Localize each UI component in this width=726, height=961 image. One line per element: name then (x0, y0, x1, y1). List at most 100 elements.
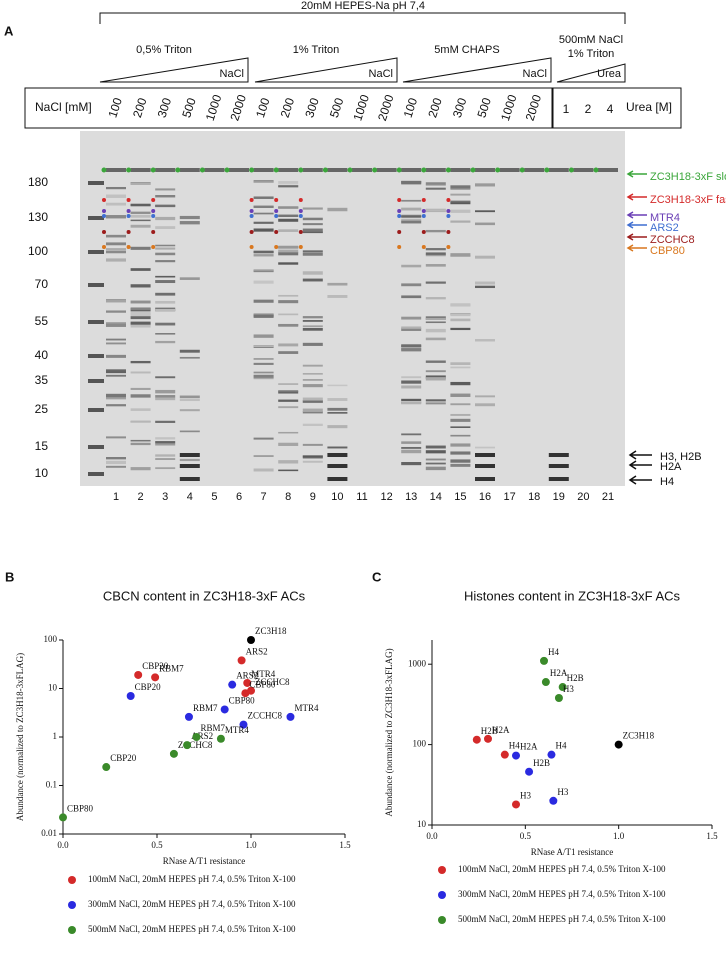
data-point (558, 683, 567, 692)
band (155, 247, 176, 250)
band-dot (249, 230, 254, 234)
point-label: CBP20 (142, 661, 169, 671)
gradient-label: Urea (597, 68, 622, 80)
band (253, 468, 274, 472)
band (106, 168, 126, 172)
band (425, 399, 446, 402)
legend-label: 500mM NaCl, 20mM HEPES pH 7.4, 0.5% Trit… (88, 924, 296, 934)
band (106, 354, 126, 358)
band (450, 443, 471, 447)
marker-size: 25 (35, 402, 49, 416)
lane-number: 20 (577, 491, 589, 503)
lane-number: 12 (380, 491, 392, 503)
band (401, 295, 422, 299)
band (179, 458, 200, 462)
band (548, 453, 569, 457)
marker-size: 10 (35, 466, 49, 480)
band-dot (396, 167, 402, 173)
marker-band (88, 472, 104, 476)
data-point (151, 673, 160, 682)
data-point (192, 733, 201, 741)
band (106, 203, 126, 206)
band-dot (298, 167, 304, 173)
band (130, 360, 151, 364)
point-label: ARS2 (236, 671, 258, 681)
point-label: CBP20 (110, 753, 137, 763)
data-point (541, 678, 550, 687)
band (327, 446, 348, 449)
bracket (99, 12, 626, 24)
band (302, 408, 323, 412)
data-point (126, 692, 135, 701)
band (573, 168, 594, 172)
band-dot (446, 245, 451, 249)
band (475, 395, 495, 398)
band (302, 397, 323, 401)
band (278, 442, 299, 446)
nacl-value: 500 (179, 96, 199, 120)
band (155, 252, 176, 256)
band (401, 180, 422, 185)
band (278, 214, 299, 217)
marker-band (88, 250, 104, 254)
band (130, 312, 151, 317)
band (425, 168, 446, 172)
band (155, 188, 176, 191)
band (130, 211, 151, 214)
band-dot (126, 198, 131, 202)
band (106, 242, 126, 246)
band-dot (421, 167, 427, 173)
band (253, 437, 274, 440)
legend-marker (438, 916, 446, 924)
band-dot (421, 198, 426, 202)
band (302, 223, 323, 226)
band (450, 403, 471, 406)
band (401, 316, 422, 320)
band (401, 199, 422, 202)
band (106, 436, 126, 439)
band (130, 408, 151, 411)
band (376, 168, 397, 172)
data-point (241, 689, 250, 698)
band (450, 426, 471, 428)
band (302, 228, 323, 232)
band (106, 194, 126, 198)
point-label: RBM7 (159, 663, 184, 673)
band (130, 316, 151, 320)
band (327, 425, 348, 429)
point-label: ZCCHC8 (178, 740, 213, 750)
data-point (169, 749, 178, 758)
y-axis-label: Abundance (normalized to ZC3H18-3xFLAG) (15, 653, 25, 821)
data-point (184, 712, 193, 721)
band (253, 212, 274, 215)
band (130, 324, 151, 328)
band-arrow (626, 233, 647, 241)
band (155, 420, 176, 423)
band (401, 327, 422, 331)
nacl-value: 300 (450, 96, 470, 120)
band (302, 252, 323, 256)
band (450, 362, 471, 365)
band (425, 402, 446, 405)
band (179, 215, 200, 220)
marker-size: 130 (28, 210, 48, 224)
point-label: MTR4 (225, 725, 250, 735)
band (106, 250, 126, 254)
band-dot (446, 230, 451, 234)
band-dot (249, 167, 255, 173)
band (278, 406, 299, 409)
nacl-value: 200 (425, 96, 445, 120)
band (278, 229, 299, 232)
band (106, 322, 126, 324)
band (278, 262, 299, 265)
band-dot (298, 230, 303, 234)
band (155, 226, 176, 229)
data-point (549, 796, 558, 805)
panel-letter: C (372, 569, 382, 584)
band (106, 248, 126, 251)
band (499, 168, 520, 172)
band (475, 210, 495, 213)
histone-arrow (628, 475, 652, 485)
band (278, 218, 299, 222)
band (401, 215, 422, 218)
